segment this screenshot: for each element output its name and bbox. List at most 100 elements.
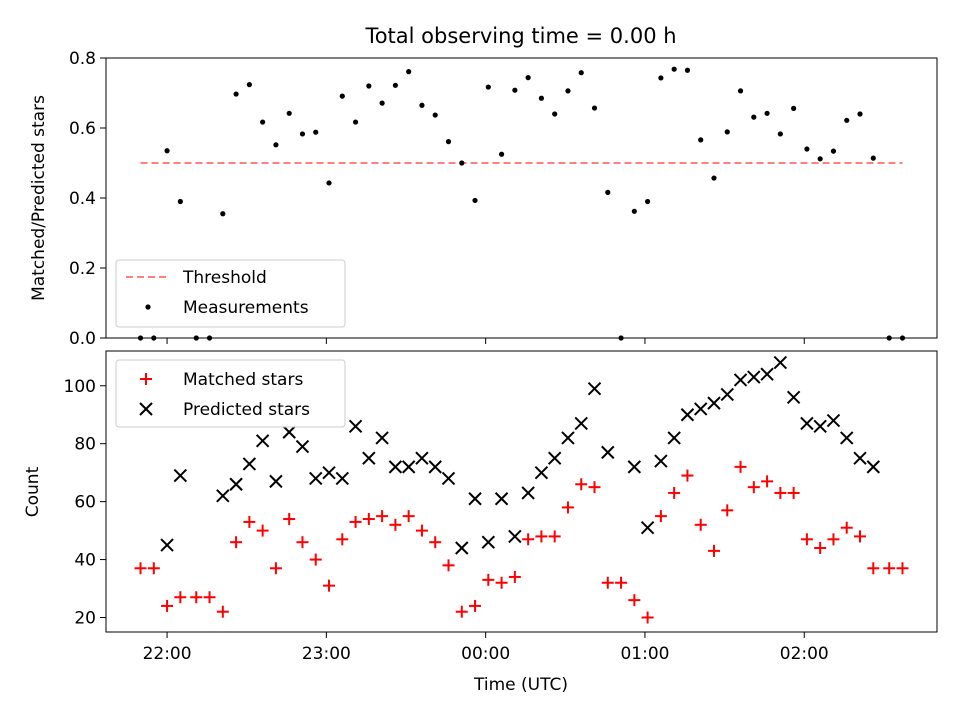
matched-stars-point: [854, 530, 867, 543]
matched-stars-point: [800, 533, 813, 546]
predicted-stars-point: [229, 477, 243, 491]
matched-stars-point: [336, 533, 349, 546]
predicted-stars-point: [468, 492, 482, 506]
y-tick-label: 0.6: [69, 119, 96, 139]
measurement-point: [870, 155, 876, 161]
predicted-stars-point: [627, 460, 642, 474]
measurement-point: [432, 112, 438, 118]
predicted-stars-point: [694, 402, 708, 416]
matched-stars-point: [216, 605, 229, 618]
predicted-stars-point: [760, 367, 774, 381]
y-tick-label: 0.4: [69, 189, 96, 209]
predicted-stars-point: [747, 370, 761, 384]
measurement-point: [830, 148, 837, 154]
predicted-stars-point: [216, 489, 230, 503]
y-tick-label: 100: [64, 377, 96, 397]
top-legend: Threshold Measurements: [115, 259, 346, 328]
matched-stars-point: [721, 504, 734, 517]
matched-stars-point: [455, 605, 468, 618]
matched-stars-point: [256, 524, 269, 537]
measurement-point: [352, 119, 359, 125]
measurement-point: [724, 129, 730, 135]
matched-stars-point: [522, 533, 535, 546]
bottom-x-ticks: 22:00 23:00 00:00 01:00 02:00: [143, 632, 829, 664]
count-series: [134, 355, 909, 624]
matched-stars-point: [734, 460, 747, 473]
matched-stars-point: [668, 486, 681, 499]
predicted-stars-point: [455, 541, 469, 555]
measurement-point: [565, 88, 571, 94]
matched-stars-point: [641, 611, 654, 624]
predicted-stars-point: [521, 486, 535, 500]
predicted-stars-point: [574, 416, 588, 431]
predicted-stars-point: [667, 431, 681, 445]
measurement-point: [273, 142, 279, 148]
predicted-stars-point: [322, 465, 336, 480]
predicted-stars-point: [441, 471, 456, 486]
matched-stars-point: [628, 594, 641, 607]
measurement-point: [671, 66, 677, 72]
predicted-stars-point: [375, 431, 389, 445]
predicted-stars-point: [853, 451, 867, 465]
measurement-point: [366, 83, 372, 89]
measurement-point: [591, 105, 598, 111]
x-tick-label: 02:00: [780, 644, 829, 664]
measurement-point: [844, 117, 850, 123]
predicted-stars-point: [348, 419, 363, 434]
y-tick-label: 80: [74, 435, 96, 455]
matched-stars-point: [134, 562, 147, 575]
predicted-stars-point: [494, 492, 509, 506]
matched-stars-point: [230, 536, 243, 549]
predicted-stars-point: [534, 465, 549, 480]
measurement-point: [777, 131, 783, 137]
matched-stars-point: [787, 486, 800, 499]
predicted-stars-point: [415, 451, 429, 465]
predicted-stars-point: [282, 425, 296, 439]
matched-stars-point: [561, 501, 574, 514]
y-tick-label: 60: [74, 493, 96, 513]
measurement-point: [472, 197, 478, 204]
matched-stars-point: [575, 478, 588, 491]
predicted-stars-point: [840, 431, 854, 445]
measurement-point: [299, 131, 306, 137]
y-tick-label: 20: [74, 609, 96, 629]
predicted-stars-point: [826, 413, 841, 428]
x-tick-label: 22:00: [143, 644, 192, 664]
measurement-point: [498, 151, 505, 157]
measurement-point: [764, 110, 770, 116]
bottom-legend-frame: [115, 359, 346, 428]
measurement-point: [326, 180, 332, 186]
measurement-point: [791, 105, 797, 111]
predicted-stars-point: [587, 381, 602, 396]
predicted-stars-point: [269, 474, 283, 489]
predicted-stars-point: [173, 468, 188, 483]
measurement-point: [392, 82, 398, 88]
measurement-point: [260, 119, 266, 125]
bottom-y-ticks: 20 40 60 80 100: [64, 377, 106, 629]
matched-stars-point: [840, 521, 853, 534]
predicted-stars-point: [481, 535, 496, 549]
matched-stars-point: [774, 486, 787, 499]
measurement-point: [578, 70, 584, 76]
predicted-stars-point: [813, 419, 827, 434]
matched-stars-legend-label: Matched stars: [183, 370, 303, 390]
matched-stars-point: [415, 524, 428, 537]
measurement-point: [605, 189, 611, 195]
matched-stars-point: [681, 469, 694, 482]
measurement-point: [339, 93, 345, 99]
measurement-point: [445, 139, 452, 145]
matched-stars-point: [883, 562, 896, 575]
y-tick-label: 0.8: [69, 49, 96, 69]
measurement-point: [645, 198, 651, 205]
predicted-stars-point: [733, 373, 748, 387]
measurement-point: [313, 129, 319, 135]
x-axis-label: Time (UTC): [473, 675, 568, 695]
ratio-plot: 0.00.20.40.60.8 Matched/Predicted stars …: [29, 49, 938, 349]
matched-stars-point: [323, 579, 336, 592]
y-tick-label: 0.2: [69, 259, 96, 279]
top-y-axis-label: Matched/Predicted stars: [29, 95, 49, 301]
predicted-stars-point: [401, 460, 416, 474]
matched-stars-point: [296, 536, 309, 549]
predicted-stars-point: [866, 460, 880, 474]
measurement-point: [485, 84, 491, 90]
